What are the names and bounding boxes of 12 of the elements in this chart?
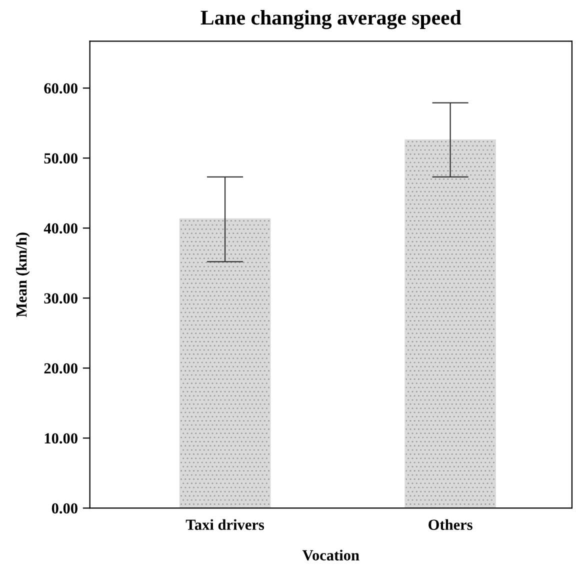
x-axis-title: Vocation <box>302 550 360 561</box>
y-tick-label: 50.00 <box>44 153 78 164</box>
y-axis-title: Mean (km/h) <box>16 232 30 318</box>
y-tick-label: 20.00 <box>44 363 78 374</box>
y-tick-label: 30.00 <box>44 293 78 304</box>
y-tick-label: 40.00 <box>44 223 78 234</box>
y-tick-label: 10.00 <box>44 433 78 444</box>
x-tick-label: Taxi drivers <box>186 519 264 530</box>
chart-title: Lane changing average speed <box>200 10 462 30</box>
y-tick-label: 60.00 <box>44 83 78 94</box>
x-tick-label: Others <box>428 519 472 530</box>
y-tick-label: 0.00 <box>52 503 78 514</box>
